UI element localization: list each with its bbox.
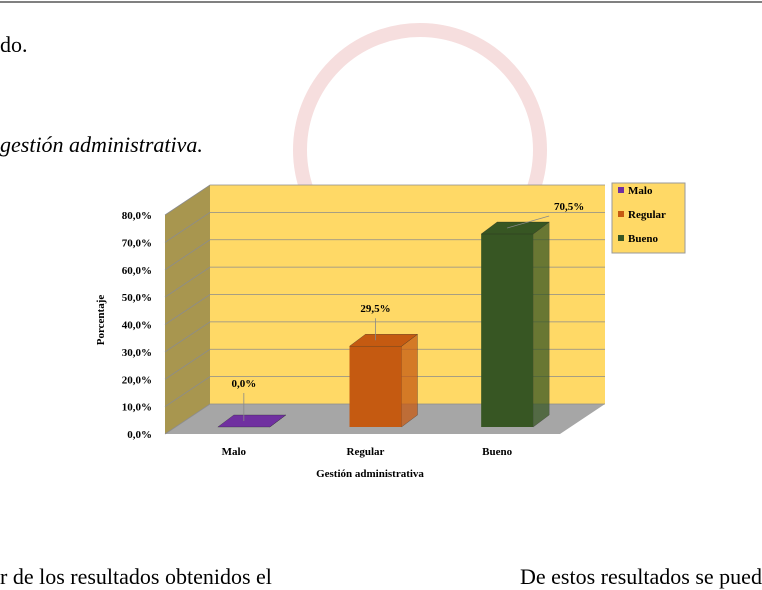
- leader-line: [507, 215, 550, 229]
- grid-line: [164, 348, 605, 380]
- legend-label: Bueno: [628, 233, 658, 245]
- text-line: De estos resultados se puede: [520, 564, 762, 589]
- y-tick-label: 60,0%: [122, 265, 152, 277]
- legend-swatch: [618, 235, 624, 241]
- x-tick-label: Regular: [347, 446, 385, 458]
- caption: gestión administrativa.: [0, 132, 203, 157]
- grid-line: [164, 376, 605, 407]
- legend-swatch: [618, 211, 624, 217]
- value-label: 29,5%: [360, 303, 390, 315]
- grid-line: [164, 294, 605, 325]
- grid-line: [164, 239, 605, 271]
- x-tick-label: Bueno: [482, 446, 512, 458]
- x-axis-title: Gestión administrativa: [316, 468, 424, 480]
- text-line: r de los resultados obtenidos el: [0, 564, 272, 589]
- y-tick-label: 20,0%: [122, 374, 152, 386]
- grid-line: [164, 184, 605, 216]
- bar-top: [480, 221, 550, 235]
- y-tick-label: 30,0%: [122, 347, 152, 359]
- y-tick-label: 40,0%: [122, 320, 152, 332]
- bar: [481, 234, 534, 427]
- y-tick-label: 10,0%: [122, 402, 152, 414]
- y-tick-label: 70,0%: [122, 237, 152, 249]
- legend-label: Regular: [628, 209, 666, 221]
- grid-line: [164, 321, 605, 353]
- bar-top: [349, 334, 418, 347]
- legend: [611, 182, 686, 254]
- bar: [349, 346, 402, 427]
- grid-line: [164, 266, 605, 298]
- legend-label: Malo: [628, 185, 653, 197]
- y-tick-label: 80,0%: [122, 210, 152, 222]
- grid-line: [164, 403, 605, 435]
- value-label: 70,5%: [554, 201, 584, 213]
- text-line: do.: [0, 32, 28, 57]
- bar-side: [401, 333, 418, 428]
- legend-swatch: [618, 187, 624, 193]
- grid-line: [164, 211, 605, 243]
- value-label: 0,0%: [231, 378, 256, 390]
- y-tick-label: 50,0%: [122, 292, 152, 304]
- bar-top: [217, 414, 287, 428]
- bar-side: [533, 221, 550, 428]
- y-axis-title: Porcentaje: [95, 295, 107, 346]
- x-tick-label: Malo: [222, 446, 247, 458]
- y-tick-label: 0,0%: [127, 429, 152, 441]
